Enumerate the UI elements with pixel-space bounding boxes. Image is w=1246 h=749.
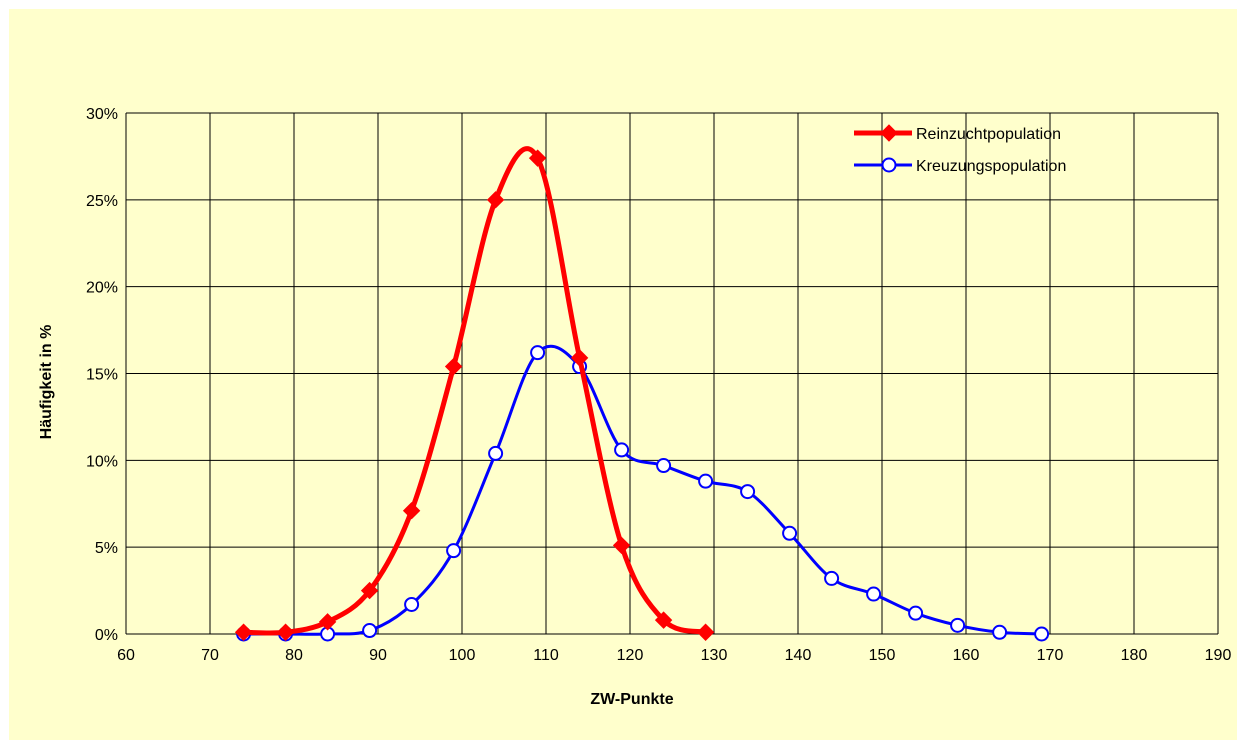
y-tick-label: 15%	[86, 367, 118, 384]
x-tick-label: 190	[1205, 647, 1232, 664]
legend: Reinzuchtpopulation Kreuzungspopulation	[854, 124, 1066, 175]
data-point	[402, 501, 421, 520]
legend-item: Reinzuchtpopulation	[854, 124, 1061, 143]
series-reinzuchtpopulation	[234, 146, 715, 641]
data-point	[360, 581, 379, 600]
data-point	[530, 345, 546, 361]
x-tick-label: 130	[701, 647, 728, 664]
data-point	[950, 617, 966, 633]
y-tick-label: 20%	[86, 280, 118, 297]
x-tick-label: 80	[285, 647, 303, 664]
x-axis-title: ZW-Punkte	[590, 691, 673, 708]
data-point	[698, 473, 714, 489]
legend-label: Reinzuchtpopulation	[916, 126, 1061, 143]
y-tick-label: 25%	[86, 193, 118, 210]
data-point	[570, 349, 589, 367]
legend-label: Kreuzungspopulation	[916, 158, 1066, 175]
x-tick-label: 120	[617, 647, 644, 664]
y-axis-ticks: 0% 5% 10% 15% 20% 25% 30%	[86, 106, 118, 644]
data-point	[824, 570, 840, 586]
series-group	[234, 146, 1050, 642]
y-tick-label: 5%	[95, 540, 118, 557]
y-tick-label: 30%	[86, 106, 118, 123]
data-point	[528, 149, 547, 167]
data-point	[318, 613, 337, 631]
data-point	[614, 442, 630, 458]
gridlines	[125, 112, 1219, 635]
x-tick-label: 70	[201, 647, 219, 664]
chart-area: 60 70 80 90 100 110 120 130 140 150 160 170 180 190 0…	[9, 9, 1237, 740]
y-tick-label: 0%	[95, 627, 118, 644]
data-point	[656, 458, 672, 474]
x-tick-label: 150	[869, 647, 896, 664]
legend-item: Kreuzungspopulation	[854, 157, 1066, 175]
x-tick-label: 170	[1037, 647, 1064, 664]
data-point	[276, 623, 295, 641]
legend-marker	[880, 124, 898, 142]
x-tick-label: 100	[449, 647, 476, 664]
x-tick-label: 90	[369, 647, 387, 664]
series-kreuzungspopulation	[236, 344, 1050, 642]
data-point	[992, 624, 1008, 640]
x-axis-ticks: 60 70 80 90 100 110 120 130 140 150 160 170 180 190	[117, 647, 1231, 664]
data-point	[488, 445, 504, 461]
data-point	[1034, 626, 1050, 642]
data-point	[444, 357, 463, 376]
y-axis-title: Häufigkeit in %	[38, 325, 55, 440]
x-tick-label: 160	[953, 647, 980, 664]
x-tick-label: 180	[1121, 647, 1148, 664]
data-point	[654, 611, 673, 629]
data-point	[908, 605, 924, 621]
data-point	[234, 623, 253, 641]
data-point	[782, 525, 798, 541]
x-tick-label: 140	[785, 647, 812, 664]
x-tick-label: 110	[533, 647, 559, 664]
line-chart: 60 70 80 90 100 110 120 130 140 150 160 170 180 190 0…	[38, 106, 1231, 708]
legend-marker	[881, 157, 897, 173]
y-tick-label: 10%	[86, 453, 118, 470]
x-tick-label: 60	[117, 647, 135, 664]
data-point	[486, 191, 505, 209]
data-point	[362, 623, 378, 639]
data-point	[612, 536, 631, 555]
data-point	[866, 586, 882, 602]
data-point	[404, 596, 420, 612]
data-point	[696, 623, 715, 641]
data-point	[446, 543, 462, 559]
data-point	[740, 484, 756, 500]
